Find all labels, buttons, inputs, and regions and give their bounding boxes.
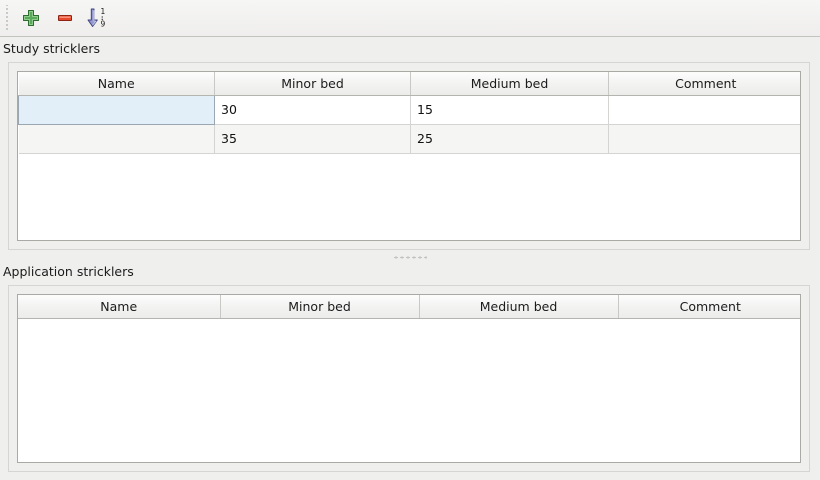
sort-ascending-icon: 1 9 <box>87 7 111 29</box>
application-stricklers-panel: Name Minor bed Medium bed Comment <box>8 285 810 472</box>
cell-minor-bed[interactable]: 35 <box>214 124 411 154</box>
application-stricklers-table-container[interactable]: Name Minor bed Medium bed Comment <box>17 294 801 463</box>
cell-minor-bed[interactable]: 30 <box>214 95 411 125</box>
cell-comment[interactable] <box>608 95 800 125</box>
table-header-row: Name Minor bed Medium bed Comment <box>18 295 800 319</box>
study-stricklers-panel: Name Minor bed Medium bed Comment 30 15 … <box>8 62 810 250</box>
splitter-grip-icon <box>393 255 427 259</box>
panel-splitter[interactable] <box>0 253 820 261</box>
table-row[interactable]: 35 25 <box>18 124 800 154</box>
application-stricklers-table: Name Minor bed Medium bed Comment <box>18 295 800 319</box>
cell-name[interactable] <box>18 124 215 154</box>
column-header-name[interactable]: Name <box>18 72 215 96</box>
application-table-empty-area[interactable] <box>18 319 800 462</box>
cell-medium-bed[interactable]: 25 <box>410 124 609 154</box>
study-stricklers-table: Name Minor bed Medium bed Comment 30 15 … <box>18 72 800 154</box>
column-header-comment[interactable]: Comment <box>618 295 800 319</box>
minus-icon <box>56 9 74 27</box>
application-section-label: Application stricklers <box>3 264 134 279</box>
sort-button[interactable]: 1 9 <box>83 3 115 33</box>
remove-row-button[interactable] <box>49 3 81 33</box>
cell-comment[interactable] <box>608 124 800 154</box>
study-section-label: Study stricklers <box>3 41 101 56</box>
svg-text:9: 9 <box>101 20 106 29</box>
study-table-empty-area[interactable] <box>18 178 800 240</box>
toolbar: 1 9 <box>0 0 820 37</box>
column-header-comment[interactable]: Comment <box>608 72 800 96</box>
plus-icon <box>22 9 40 27</box>
column-header-minor-bed[interactable]: Minor bed <box>214 72 411 96</box>
table-header-row: Name Minor bed Medium bed Comment <box>18 72 800 96</box>
study-stricklers-table-container[interactable]: Name Minor bed Medium bed Comment 30 15 … <box>17 71 801 241</box>
column-header-medium-bed[interactable]: Medium bed <box>419 295 619 319</box>
column-header-medium-bed[interactable]: Medium bed <box>410 72 609 96</box>
toolbar-grip[interactable] <box>4 5 13 31</box>
column-header-minor-bed[interactable]: Minor bed <box>220 295 420 319</box>
cell-name[interactable] <box>18 94 215 125</box>
column-header-name[interactable]: Name <box>18 295 221 319</box>
cell-medium-bed[interactable]: 15 <box>410 95 609 125</box>
table-row[interactable]: 30 15 <box>18 94 800 125</box>
add-row-button[interactable] <box>15 3 47 33</box>
svg-text:1: 1 <box>101 7 106 16</box>
